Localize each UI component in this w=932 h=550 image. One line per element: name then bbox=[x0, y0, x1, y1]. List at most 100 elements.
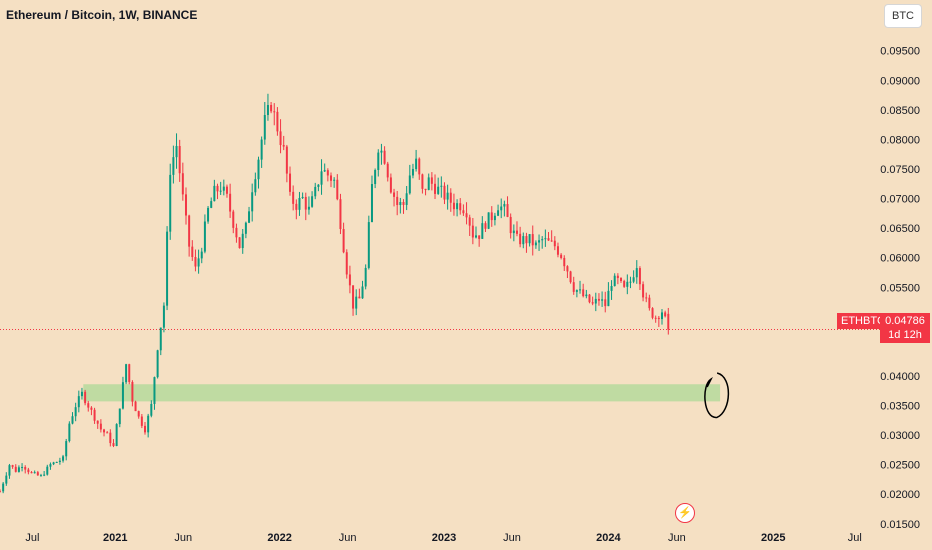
candle-body bbox=[156, 350, 159, 378]
candle-body bbox=[421, 174, 424, 189]
candle-body bbox=[383, 150, 386, 164]
candle-body bbox=[550, 240, 553, 242]
candle-body bbox=[172, 157, 175, 175]
candle-body bbox=[106, 432, 109, 434]
candle-body bbox=[137, 411, 140, 417]
candle-body bbox=[225, 186, 228, 194]
candle-body bbox=[579, 289, 582, 291]
y-tick-label: 0.09000 bbox=[880, 75, 920, 87]
candle-body bbox=[462, 210, 465, 214]
candle-body bbox=[415, 158, 418, 170]
candle-body bbox=[405, 193, 408, 205]
candle-body bbox=[333, 179, 336, 181]
candle-body bbox=[194, 257, 197, 267]
candle-body bbox=[33, 472, 36, 474]
candle-body bbox=[140, 416, 143, 426]
candle-body bbox=[632, 277, 635, 282]
candle-body bbox=[311, 196, 314, 207]
candle-body bbox=[642, 284, 645, 298]
candle-body bbox=[475, 235, 478, 238]
candle-body bbox=[314, 186, 317, 197]
candle-body bbox=[607, 290, 610, 307]
candle-body bbox=[452, 202, 455, 210]
candle-body bbox=[178, 146, 181, 174]
candle-body bbox=[541, 239, 544, 241]
candle-body bbox=[465, 213, 468, 218]
candle-body bbox=[547, 238, 550, 241]
candle-body bbox=[418, 158, 421, 175]
candle-body bbox=[509, 216, 512, 234]
hand-drawn-ellipse bbox=[704, 372, 730, 419]
x-tick-label: 2025 bbox=[761, 532, 785, 544]
candle-body bbox=[370, 184, 373, 223]
candle-body bbox=[254, 179, 257, 193]
candle-body bbox=[572, 282, 575, 292]
candle-body bbox=[635, 268, 638, 278]
candle-body bbox=[125, 364, 128, 383]
candle-body bbox=[52, 462, 55, 465]
candle-body bbox=[43, 474, 46, 476]
candle-body bbox=[566, 266, 569, 272]
candle-body bbox=[87, 403, 90, 408]
candle-body bbox=[169, 174, 172, 232]
candle-body bbox=[216, 185, 219, 192]
candle-body bbox=[525, 236, 528, 244]
candle-body bbox=[298, 198, 301, 210]
x-tick-label: 2023 bbox=[432, 532, 456, 544]
candle-body bbox=[96, 420, 99, 424]
x-tick-label: Jul bbox=[848, 532, 862, 544]
candle-body bbox=[55, 461, 58, 463]
candle-body bbox=[39, 475, 42, 477]
candle-body bbox=[402, 202, 405, 205]
candle-body bbox=[197, 258, 200, 267]
candle-body bbox=[515, 230, 518, 234]
candle-body bbox=[8, 465, 11, 476]
candle-body bbox=[556, 246, 559, 255]
currency-button[interactable]: BTC bbox=[884, 4, 922, 28]
candle-body bbox=[380, 150, 383, 153]
candle-body bbox=[84, 391, 87, 404]
candle-body bbox=[49, 464, 52, 467]
y-tick-label: 0.06000 bbox=[880, 253, 920, 265]
candle-body bbox=[222, 186, 225, 191]
candle-body bbox=[200, 251, 203, 259]
candle-body bbox=[273, 111, 276, 113]
candle-body bbox=[493, 215, 496, 221]
candle-body bbox=[24, 467, 27, 470]
candle-body bbox=[5, 475, 8, 484]
candle-body bbox=[329, 175, 332, 181]
candle-body bbox=[0, 491, 1, 493]
candle-body bbox=[468, 217, 471, 226]
candle-body bbox=[213, 185, 216, 202]
bar-countdown: 1d 12h bbox=[888, 329, 922, 341]
candle-body bbox=[651, 308, 654, 318]
candle-body bbox=[424, 188, 427, 190]
x-tick-label: Jun bbox=[668, 532, 686, 544]
candle-body bbox=[58, 460, 61, 462]
lightning-icon[interactable]: ⚡ bbox=[675, 503, 695, 523]
candle-body bbox=[128, 364, 131, 382]
candle-body bbox=[207, 207, 210, 222]
candle-body bbox=[27, 469, 30, 473]
y-tick-label: 0.09500 bbox=[880, 46, 920, 58]
candle-body bbox=[620, 278, 623, 281]
x-tick-label: 2024 bbox=[596, 532, 621, 544]
candle-body bbox=[610, 286, 613, 291]
candle-body bbox=[490, 212, 493, 221]
last-price-tag: 0.04786 1d 12h bbox=[880, 313, 930, 343]
candle-body bbox=[93, 409, 96, 421]
candle-body bbox=[235, 227, 238, 238]
candle-body bbox=[367, 222, 370, 268]
candle-body bbox=[282, 145, 285, 147]
candle-body bbox=[46, 466, 49, 475]
candle-body bbox=[65, 441, 68, 457]
candle-body bbox=[623, 280, 626, 287]
candle-body bbox=[285, 146, 288, 174]
candle-body bbox=[203, 221, 206, 252]
candle-body bbox=[257, 159, 260, 180]
y-tick-label: 0.07000 bbox=[880, 194, 920, 206]
candle-body bbox=[263, 115, 266, 140]
candle-body bbox=[68, 423, 71, 442]
candle-body bbox=[289, 173, 292, 192]
